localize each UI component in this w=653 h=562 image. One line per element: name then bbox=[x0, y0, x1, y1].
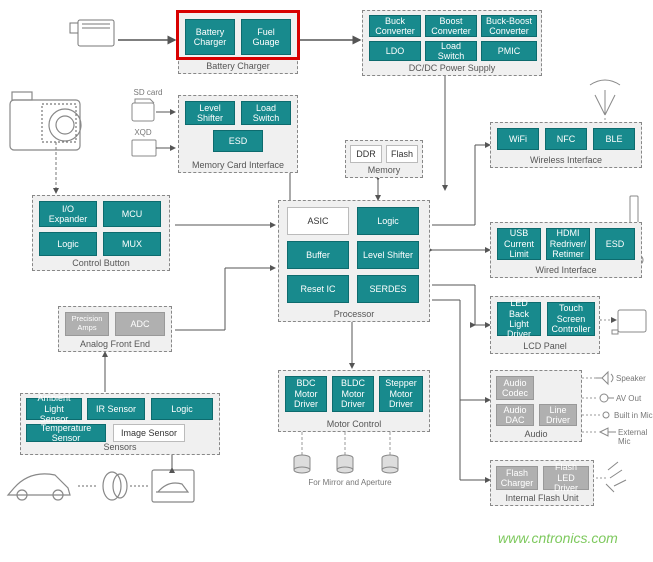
pmic-block: PMIC bbox=[481, 41, 537, 61]
ble-block: BLE bbox=[593, 128, 635, 150]
hdmi-block: HDMI Redriver/ Retimer bbox=[546, 228, 590, 260]
audio-codec-block: Audio Codec bbox=[496, 376, 534, 400]
touch-block: Touch Screen Controller bbox=[547, 302, 595, 336]
dcdc-group: Buck Converter Boost Converter Buck-Boos… bbox=[362, 10, 542, 76]
wireless-label: Wireless Interface bbox=[491, 155, 641, 165]
line-driver-block: Line Driver bbox=[539, 404, 577, 426]
mcu-block: MCU bbox=[103, 201, 161, 227]
buffer-block: Buffer bbox=[287, 241, 349, 269]
sensors-group: Ambient Light Sensor IR Sensor Logic Tem… bbox=[20, 393, 220, 455]
lcd-group: LED Back Light Driver Touch Screen Contr… bbox=[490, 296, 600, 354]
afe-label: Analog Front End bbox=[59, 339, 171, 349]
load-switch-block: Load Switch bbox=[241, 101, 291, 125]
battery-charger-group: Battery Charger Fuel Guage Battery Charg… bbox=[178, 12, 298, 74]
wifi-block: WiFi bbox=[497, 128, 539, 150]
audio-group: Audio Codec Audio DAC Line Driver Audio bbox=[490, 370, 582, 442]
flash-label: Internal Flash Unit bbox=[491, 493, 593, 503]
control-group: I/O Expander MCU Logic MUX Control Butto… bbox=[32, 195, 170, 271]
led-backlight-block: LED Back Light Driver bbox=[497, 302, 541, 336]
logic-block: Logic bbox=[39, 232, 97, 256]
ddr-block: DDR bbox=[350, 145, 382, 163]
boost-block: Boost Converter bbox=[425, 15, 477, 37]
battery-charger-block: Battery Charger bbox=[185, 19, 235, 55]
builtin-mic-label: Built in Mic bbox=[614, 411, 653, 420]
bdc-block: BDC Motor Driver bbox=[285, 376, 327, 412]
memcard-label: Memory Card Interface bbox=[179, 160, 297, 170]
avout-label: AV Out bbox=[616, 394, 641, 403]
ext-mic-label: External Mic bbox=[618, 428, 653, 446]
sd-card-label: SD card bbox=[128, 88, 168, 97]
buck-block: Buck Converter bbox=[369, 15, 421, 37]
afe-group: Precision Amps ADC Analog Front End bbox=[58, 306, 172, 352]
loadswitch-block: Load Switch bbox=[425, 41, 477, 61]
asic-block: ASIC bbox=[287, 207, 349, 235]
serdes-block: SERDES bbox=[357, 275, 419, 303]
stepper-block: Stepper Motor Driver bbox=[379, 376, 423, 412]
memory-label: Memory bbox=[346, 165, 422, 175]
mux-block: MUX bbox=[103, 232, 161, 256]
temp-block: Temperature Sensor bbox=[26, 424, 106, 442]
proc-logic-block: Logic bbox=[357, 207, 419, 235]
ir-block: IR Sensor bbox=[87, 398, 145, 420]
motor-label: Motor Control bbox=[279, 419, 429, 429]
memcard-group: Level Shifter Load Switch ESD Memory Car… bbox=[178, 95, 298, 173]
usb-block: USB Current Limit bbox=[497, 228, 541, 260]
image-sensor-block: Image Sensor bbox=[113, 424, 185, 442]
lcd-label: LCD Panel bbox=[491, 341, 599, 351]
fuel-gauge-block: Fuel Guage bbox=[241, 19, 291, 55]
flash-block: Flash bbox=[386, 145, 418, 163]
processor-group: ASIC Logic Buffer Level Shifter Reset IC… bbox=[278, 200, 430, 322]
watermark: www.cntronics.com bbox=[498, 530, 618, 546]
processor-label: Processor bbox=[279, 309, 429, 319]
dcdc-label: DC/DC Power Supply bbox=[363, 63, 541, 73]
memory-group: DDR Flash Memory bbox=[345, 140, 423, 178]
motor-group: BDC Motor Driver BLDC Motor Driver Stepp… bbox=[278, 370, 430, 432]
reset-block: Reset IC bbox=[287, 275, 349, 303]
sensor-logic-block: Logic bbox=[151, 398, 213, 420]
speaker-label: Speaker bbox=[616, 374, 646, 383]
flash-charger-block: Flash Charger bbox=[496, 466, 538, 490]
battery-charger-label: Battery Charger bbox=[179, 61, 297, 71]
esd-block: ESD bbox=[213, 130, 263, 152]
adc-block: ADC bbox=[115, 312, 165, 336]
sensors-label: Sensors bbox=[21, 442, 219, 452]
als-block: Ambient Light Sensor bbox=[26, 398, 82, 420]
wired-group: USB Current Limit HDMI Redriver/ Retimer… bbox=[490, 222, 642, 278]
buckboost-block: Buck-Boost Converter bbox=[481, 15, 537, 37]
control-label: Control Button bbox=[33, 258, 169, 268]
flash-led-block: Flash LED Driver bbox=[543, 466, 589, 490]
xqd-label: XQD bbox=[128, 128, 158, 137]
nfc-block: NFC bbox=[545, 128, 587, 150]
flash-group: Flash Charger Flash LED Driver Internal … bbox=[490, 460, 594, 506]
wired-label: Wired Interface bbox=[491, 265, 641, 275]
bldc-block: BLDC Motor Driver bbox=[332, 376, 374, 412]
audio-label: Audio bbox=[491, 429, 581, 439]
precision-amp-block: Precision Amps bbox=[65, 312, 109, 336]
ldo-block: LDO bbox=[369, 41, 421, 61]
proc-level-block: Level Shifter bbox=[357, 241, 419, 269]
motor-caption: For Mirror and Aperture bbox=[280, 478, 420, 487]
audio-dac-block: Audio DAC bbox=[496, 404, 534, 426]
wired-esd-block: ESD bbox=[595, 228, 635, 260]
level-shifter-block: Level Shifter bbox=[185, 101, 235, 125]
wireless-group: WiFi NFC BLE Wireless Interface bbox=[490, 122, 642, 168]
io-expander-block: I/O Expander bbox=[39, 201, 97, 227]
